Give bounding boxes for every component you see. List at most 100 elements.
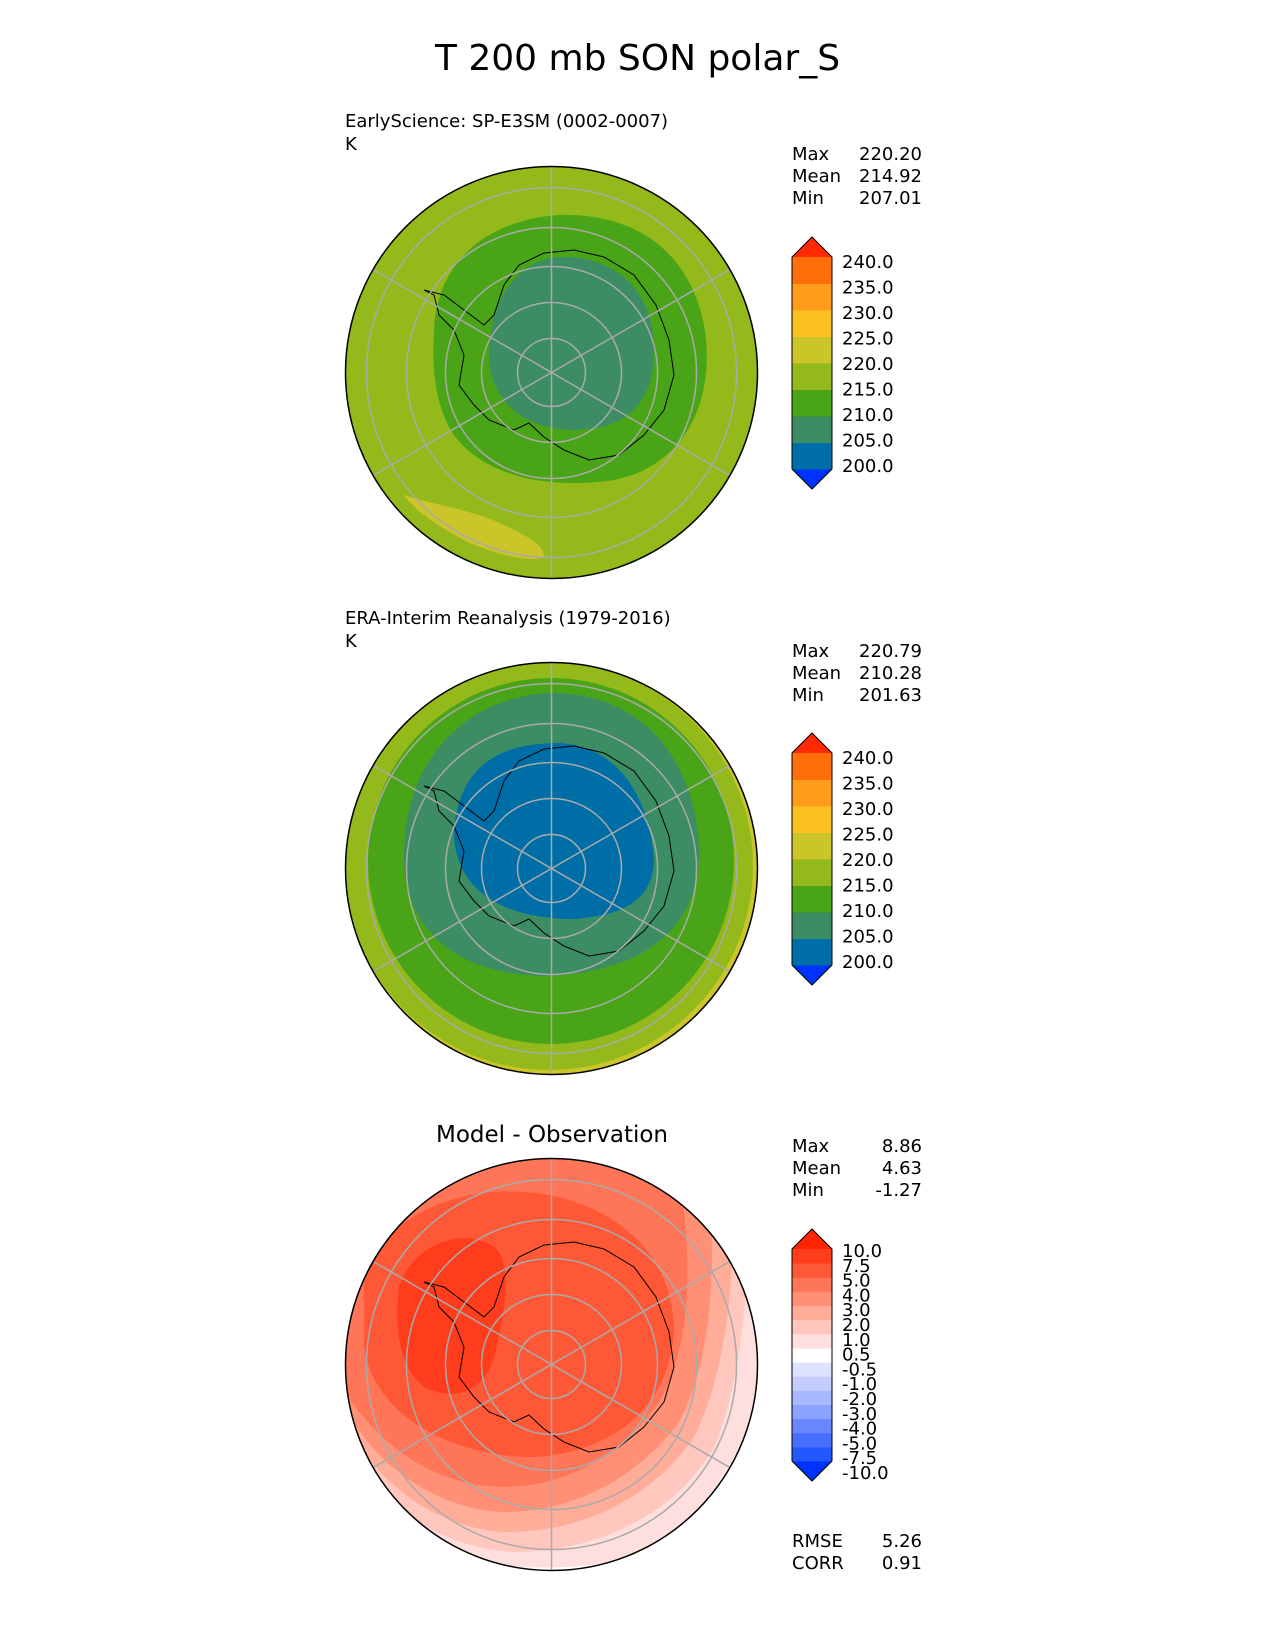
colorbar-segment <box>792 416 832 443</box>
panel-3-map-boundary <box>344 1157 759 1572</box>
colorbar-segment <box>792 257 832 284</box>
stat-label: Min <box>792 1180 824 1201</box>
colorbar-extend-high <box>792 237 832 257</box>
stat-label: Mean <box>792 1158 842 1179</box>
colorbar-tick-label: 1.0 <box>842 1330 871 1351</box>
panel-2-colorbar: 240.0 235.0 230.0 225.0 220.0 215.0 210.0 205.0… <box>791 732 894 986</box>
colorbar-tick-label: 10.0 <box>842 1241 882 1262</box>
panel-1-stats: Max 220.20 Mean 214.92 Min 207.01 <box>792 144 922 210</box>
colorbar-outline <box>791 732 833 986</box>
colorbar-extend-high <box>792 1229 832 1249</box>
panel-2-title-line1: ERA-Interim Reanalysis (1979-2016) <box>345 608 671 629</box>
colorbar-tick-label: 235.0 <box>842 774 894 795</box>
colorbar-segment <box>792 779 832 807</box>
stat-label: Max <box>792 144 830 165</box>
colorbar-segment <box>792 1390 832 1405</box>
stat-value: 214.92 <box>859 166 922 187</box>
panel-2-title: ERA-Interim Reanalysis (1979-2016) K <box>345 607 671 653</box>
metric-label: RMSE <box>792 1531 843 1552</box>
colorbar-tick-label: -4.0 <box>842 1419 877 1440</box>
metric-value: 5.26 <box>881 1531 922 1552</box>
stat-label: Max <box>792 641 830 662</box>
stat-label: Mean <box>792 663 842 684</box>
colorbar-segment <box>792 859 832 886</box>
panel-3-colorbar: 10.07.55.04.03.02.01.00.5-0.5-1.0-2.0-3.… <box>791 1228 889 1484</box>
colorbar-tick-label: 215.0 <box>842 380 894 401</box>
panel-2-gridlines <box>365 662 738 1075</box>
colorbar-segment <box>792 1333 832 1349</box>
colorbar-segment <box>792 806 832 833</box>
colorbar-extend-low <box>792 469 832 489</box>
colorbar-tick-label: 200.0 <box>842 456 894 477</box>
panel-1-map <box>344 165 759 580</box>
figure-title: T 200 mb SON polar_S <box>434 38 841 79</box>
panel-1-gridlines <box>365 166 738 579</box>
colorbar-tick-label: 215.0 <box>842 876 894 897</box>
colorbar-tick-label: 205.0 <box>842 927 894 948</box>
colorbar-tick-label: -3.0 <box>842 1404 877 1425</box>
stat-label: Min <box>792 685 824 706</box>
metric-label: CORR <box>792 1553 844 1574</box>
stat-label: Mean <box>792 166 842 187</box>
colorbar-segment <box>792 1376 832 1391</box>
stat-value: 220.79 <box>859 641 922 662</box>
colorbar-tick-label: -1.0 <box>842 1374 877 1395</box>
colorbar-segment <box>792 885 832 913</box>
colorbar-tick-label: -2.0 <box>842 1389 877 1410</box>
stat-value: 8.86 <box>881 1136 922 1157</box>
colorbar-segment <box>792 1404 832 1420</box>
panel-3-title: Model - Observation <box>435 1122 669 1148</box>
colorbar-segment <box>792 938 832 966</box>
stat-value: 210.28 <box>859 663 922 684</box>
colorbar-tick-label: -7.5 <box>842 1448 877 1469</box>
colorbar-segment <box>792 1432 832 1448</box>
colorbar-segment <box>792 1446 832 1462</box>
panel-2-contour-205-210 <box>454 743 654 919</box>
colorbar-extend-high <box>792 733 832 753</box>
stat-value: 201.63 <box>859 685 922 706</box>
colorbar-tick-label: 2.0 <box>842 1315 871 1336</box>
colorbar-segment <box>792 1362 832 1377</box>
colorbar-segment <box>792 832 832 860</box>
panel-3-metrics: RMSE 5.26 CORR 0.91 <box>792 1531 922 1575</box>
colorbar-tick-label: -0.5 <box>842 1359 877 1380</box>
colorbar-outline <box>791 1228 833 1482</box>
panel-2-map-boundary <box>344 661 759 1076</box>
colorbar-tick-label: 220.0 <box>842 354 894 375</box>
colorbar-tick-label: 230.0 <box>842 303 894 324</box>
colorbar-segment <box>792 310 832 337</box>
panel-2-map <box>344 661 759 1076</box>
panel-1-units: K <box>345 134 357 155</box>
colorbar-tick-label: 205.0 <box>842 431 894 452</box>
panel-2-units: K <box>345 631 357 652</box>
colorbar-tick-label: 210.0 <box>842 405 894 426</box>
panel-1-title: EarlyScience: SP-E3SM (0002-0007) K <box>345 110 668 156</box>
stat-value: 207.01 <box>859 188 922 209</box>
stat-value: 4.63 <box>881 1158 922 1179</box>
colorbar-segment <box>792 1263 832 1278</box>
colorbar-tick-label: 225.0 <box>842 329 894 350</box>
colorbar-tick-label: 4.0 <box>842 1285 871 1306</box>
colorbar-tick-label: -5.0 <box>842 1433 877 1454</box>
colorbar-segment <box>792 442 832 470</box>
colorbar-extend-low <box>792 1461 832 1481</box>
colorbar-segment <box>792 389 832 417</box>
colorbar-segment <box>792 1277 832 1292</box>
panel-1-contour-225-230 <box>404 495 544 560</box>
colorbar-segment <box>792 1319 832 1335</box>
panel-3-coastline <box>423 1241 675 1453</box>
colorbar-segment <box>792 912 832 939</box>
panel-1-colorbar: 240.0 235.0 230.0 225.0 220.0 215.0 210.0 205.0… <box>791 236 894 490</box>
panel-2-coastline <box>423 745 675 957</box>
stat-value: -1.27 <box>875 1180 922 1201</box>
colorbar-segment <box>792 1347 832 1363</box>
colorbar-tick-label: 240.0 <box>842 252 894 273</box>
colorbar-segment <box>792 1249 832 1264</box>
colorbar-tick-label: 7.5 <box>842 1256 871 1277</box>
panel-1-coastline <box>423 249 675 461</box>
stat-label: Max <box>792 1136 830 1157</box>
colorbar-segment <box>792 336 832 364</box>
colorbar-segment <box>792 1291 832 1307</box>
colorbar-tick-label: -10.0 <box>842 1463 889 1484</box>
colorbar-tick-label: 225.0 <box>842 825 894 846</box>
